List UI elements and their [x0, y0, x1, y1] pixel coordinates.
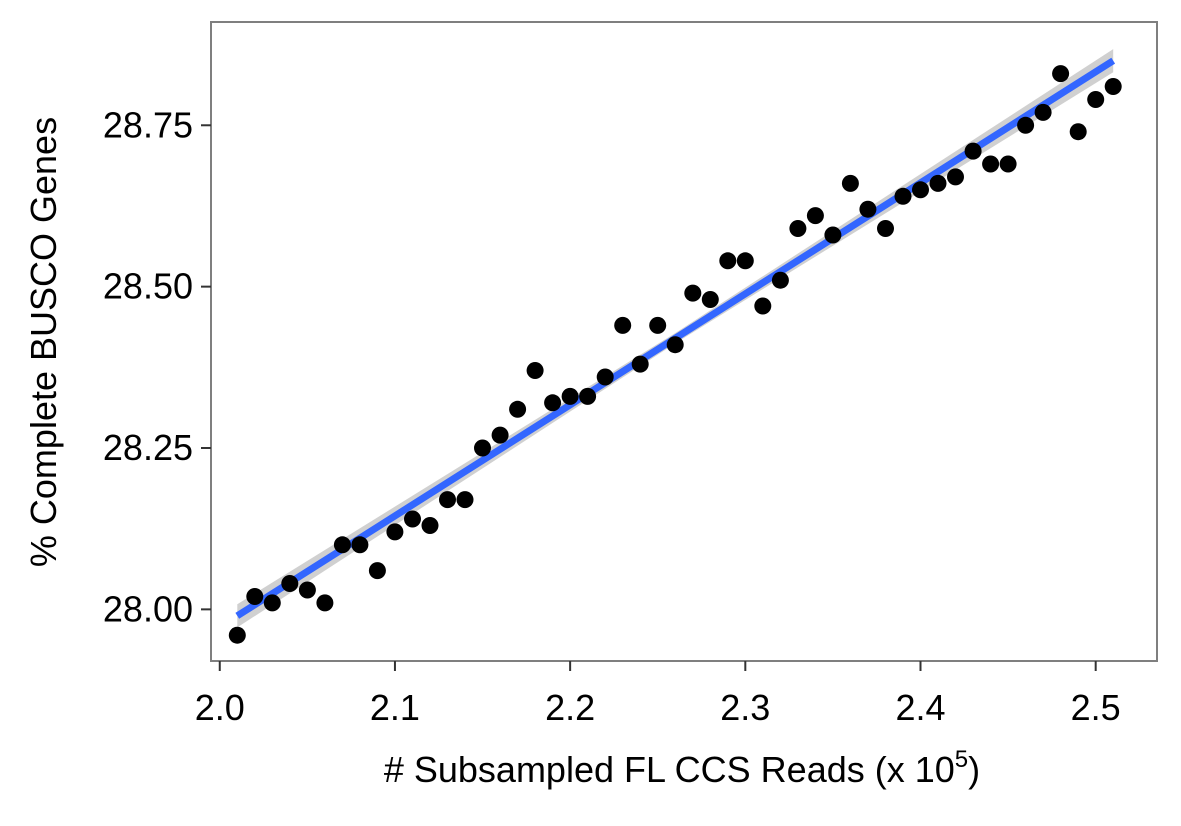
data-point — [789, 220, 807, 237]
data-point — [228, 626, 246, 644]
data-point — [386, 523, 404, 541]
data-points-layer — [228, 65, 1122, 644]
data-point — [666, 336, 684, 354]
x-axis-title-main: # Subsampled FL CCS Reads (x 10 — [384, 749, 955, 790]
data-point — [316, 594, 334, 612]
data-point — [526, 362, 544, 379]
data-point — [491, 426, 509, 444]
x-axis-ticks: 2.0 2.1 2.2 2.3 2.4 2.5 — [195, 661, 1121, 728]
data-point — [456, 491, 474, 509]
data-point — [964, 142, 982, 160]
data-point — [544, 394, 562, 412]
x-axis-title-tail: ) — [968, 749, 980, 790]
data-point — [351, 536, 369, 554]
data-point — [596, 368, 614, 386]
data-point — [754, 297, 772, 315]
x-tick-label: 2.5 — [1071, 687, 1121, 728]
x-tick-label: 2.4 — [895, 687, 945, 728]
data-point — [263, 594, 281, 612]
data-point — [912, 181, 929, 199]
data-point — [579, 387, 597, 405]
data-point — [509, 400, 527, 418]
data-point — [561, 387, 579, 405]
x-tick-label: 2.1 — [370, 687, 420, 728]
data-point — [246, 588, 264, 605]
data-point — [1069, 123, 1087, 141]
data-point — [474, 439, 491, 457]
x-axis-title-superscript: 5 — [955, 746, 968, 773]
data-point — [982, 155, 1000, 173]
data-point — [877, 220, 894, 237]
data-point — [701, 291, 719, 308]
y-tick-label: 28.50 — [103, 266, 193, 307]
data-point — [1052, 65, 1070, 83]
data-point — [736, 252, 754, 270]
data-point — [771, 271, 789, 289]
data-point — [894, 187, 912, 205]
data-point — [439, 491, 456, 509]
data-point — [368, 562, 386, 580]
data-point — [631, 355, 649, 373]
data-point — [614, 316, 632, 334]
data-point — [929, 174, 947, 192]
data-point — [859, 200, 877, 218]
y-axis-ticks: 28.00 28.25 28.50 28.75 — [103, 104, 211, 629]
data-point — [1034, 103, 1052, 121]
data-point — [404, 510, 421, 528]
data-point — [281, 575, 299, 592]
data-point — [947, 168, 964, 186]
data-point — [684, 284, 702, 302]
x-tick-label: 2.0 — [195, 687, 245, 728]
data-point — [333, 536, 351, 554]
data-point — [1017, 116, 1035, 134]
data-point — [719, 252, 737, 270]
data-point — [298, 581, 316, 599]
data-point — [1087, 91, 1105, 108]
data-point — [841, 174, 859, 192]
data-point — [649, 316, 667, 334]
x-tick-label: 2.3 — [720, 687, 770, 728]
y-tick-label: 28.00 — [103, 588, 193, 629]
x-axis-title: # Subsampled FL CCS Reads (x 105) — [384, 746, 980, 790]
x-tick-label: 2.2 — [545, 687, 595, 728]
y-axis-title: % Complete BUSCO Genes — [23, 117, 64, 567]
data-point — [824, 226, 842, 244]
data-point — [806, 207, 824, 225]
y-tick-label: 28.75 — [103, 104, 193, 145]
y-tick-label: 28.25 — [103, 427, 193, 468]
data-point — [999, 155, 1017, 173]
data-point — [1104, 78, 1122, 95]
data-point — [421, 517, 439, 534]
